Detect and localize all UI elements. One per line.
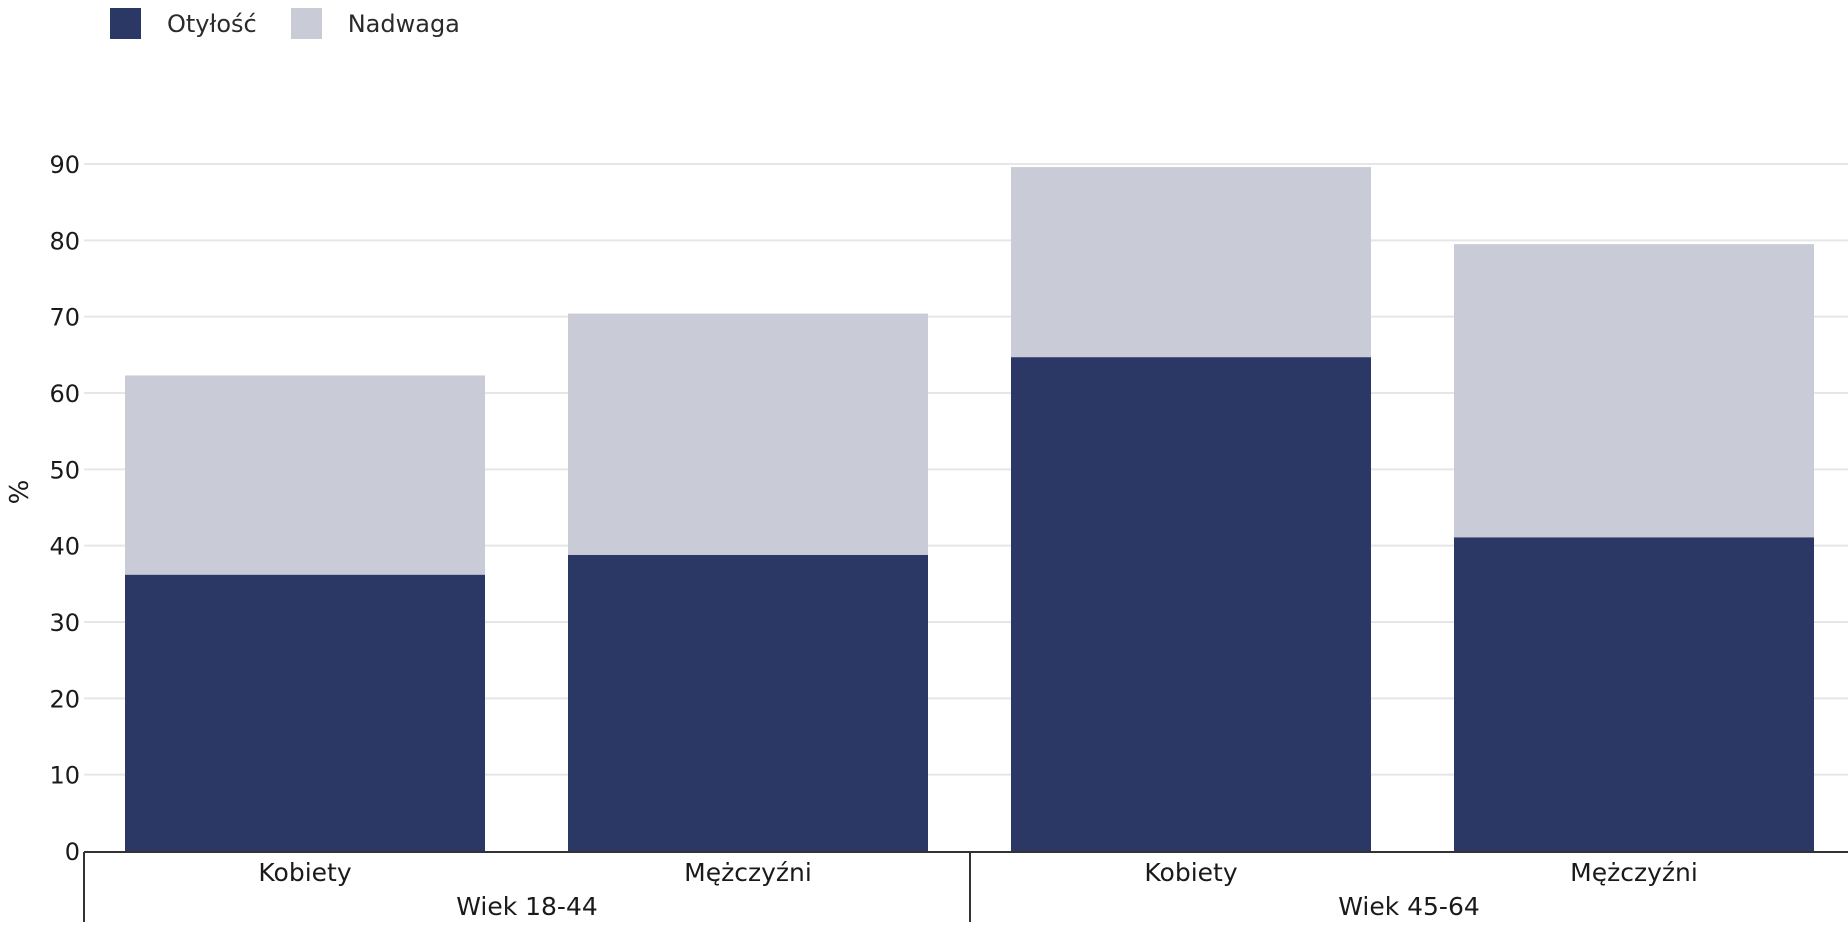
y-tick-label-30: 30 bbox=[49, 609, 80, 637]
bar-otylosc-4 bbox=[1454, 537, 1814, 851]
bar-nadwaga-4 bbox=[1454, 244, 1814, 538]
x-tick-label-1: Kobiety bbox=[258, 858, 351, 887]
y-tick-label-50: 50 bbox=[49, 456, 80, 484]
x-tick-label-4: Mężczyźni bbox=[1570, 858, 1698, 887]
bar-nadwaga-2 bbox=[568, 313, 928, 555]
group-label-1: Wiek 18-44 bbox=[456, 892, 598, 921]
legend-label-nadwaga: Nadwaga bbox=[347, 9, 460, 38]
legend-swatch-nadwaga bbox=[290, 8, 322, 39]
legend: Otyłość Nadwaga bbox=[110, 8, 494, 39]
legend-label-otylosc: Otyłość bbox=[167, 9, 257, 38]
y-tick-label-70: 70 bbox=[49, 304, 80, 332]
y-tick-label-10: 10 bbox=[49, 762, 80, 790]
axes: 0 10 20 30 40 50 60 70 80 90 Kobiety Mężczyźni Kobie… bbox=[49, 151, 1848, 922]
bar-otylosc-2 bbox=[568, 554, 928, 851]
y-axis-label: % bbox=[5, 480, 35, 505]
legend-swatch-otylosc bbox=[110, 8, 141, 39]
legend-item-nadwaga: Nadwaga bbox=[290, 8, 460, 39]
legend-item-otylosc: Otyłość bbox=[110, 8, 257, 39]
y-tick-label-0: 0 bbox=[65, 838, 80, 866]
group-label-2: Wiek 45-64 bbox=[1338, 892, 1480, 921]
y-tick-label-20: 20 bbox=[49, 685, 80, 713]
bar-nadwaga-1 bbox=[125, 375, 485, 575]
x-tick-label-3: Kobiety bbox=[1144, 858, 1237, 887]
bar-otylosc-1 bbox=[125, 574, 485, 851]
y-tick-label-90: 90 bbox=[49, 151, 80, 179]
y-tick-label-80: 80 bbox=[49, 227, 80, 255]
bar-nadwaga-3 bbox=[1011, 167, 1371, 358]
x-tick-label-2: Mężczyźni bbox=[684, 858, 812, 887]
y-tick-label-40: 40 bbox=[49, 533, 80, 561]
bar-otylosc-3 bbox=[1011, 357, 1371, 851]
bars bbox=[125, 167, 1814, 851]
y-tick-label-60: 60 bbox=[49, 380, 80, 408]
